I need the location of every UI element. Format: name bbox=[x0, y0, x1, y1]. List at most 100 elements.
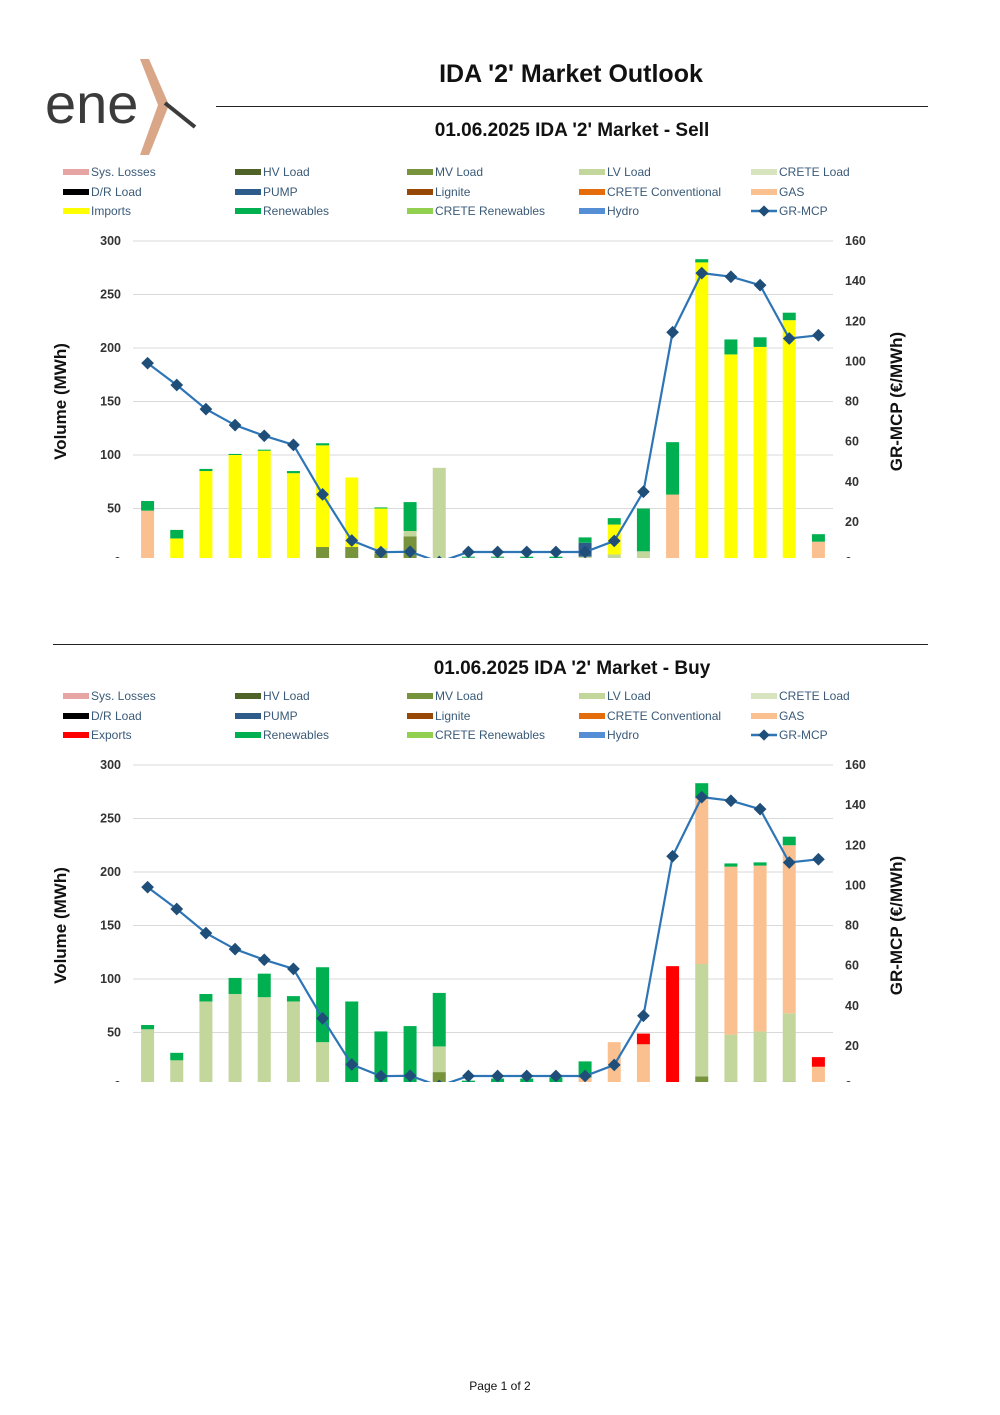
mcp-point bbox=[228, 418, 242, 432]
bar-segment bbox=[695, 259, 709, 263]
mcp-point bbox=[374, 1069, 388, 1082]
mcp-point bbox=[607, 1058, 621, 1072]
sell-chart-title: 01.06.2025 IDA '2' Market - Sell bbox=[434, 120, 710, 141]
legend-swatch bbox=[579, 189, 605, 195]
mcp-point bbox=[462, 1069, 475, 1082]
bar-segment bbox=[345, 477, 359, 548]
y2-tick-label: 120 bbox=[845, 314, 866, 328]
legend-swatch bbox=[235, 693, 261, 699]
y2-tick-label: 40 bbox=[845, 999, 859, 1013]
legend-swatch bbox=[235, 732, 261, 738]
mcp-point bbox=[637, 485, 650, 499]
legend-item: CRETE Load bbox=[751, 165, 850, 179]
bar-segment bbox=[636, 1044, 650, 1082]
legend-label: Lignite bbox=[435, 709, 471, 723]
bar-segment bbox=[199, 468, 213, 472]
bar-segment bbox=[695, 798, 709, 965]
y2-tick-label: 80 bbox=[845, 919, 859, 933]
bar-segment bbox=[811, 1057, 825, 1067]
bar-segment bbox=[695, 262, 709, 558]
bar-segment bbox=[753, 865, 767, 1032]
mcp-point bbox=[287, 438, 300, 452]
bar-segment bbox=[724, 863, 738, 867]
bar-segment bbox=[316, 547, 330, 558]
bar-segment bbox=[257, 997, 271, 1082]
bar-segment bbox=[782, 320, 796, 558]
bar-segment bbox=[141, 510, 155, 558]
bar-segment bbox=[286, 1001, 300, 1082]
legend-swatch bbox=[407, 713, 433, 719]
chart-divider bbox=[53, 644, 928, 645]
mcp-point bbox=[141, 880, 154, 894]
bar-segment bbox=[170, 529, 184, 539]
bar-segment bbox=[403, 530, 417, 537]
legend-item: D/R Load bbox=[63, 709, 142, 723]
bar-segment bbox=[141, 1025, 155, 1030]
bar-segment bbox=[636, 551, 650, 558]
mcp-line bbox=[146, 271, 819, 558]
bar-segment bbox=[374, 508, 388, 549]
bar-segment bbox=[607, 554, 621, 558]
mcp-point bbox=[666, 849, 679, 863]
legend-label: D/R Load bbox=[91, 709, 142, 723]
legend-label: Exports bbox=[91, 728, 132, 742]
legend-item: Lignite bbox=[407, 709, 471, 723]
bar-segment bbox=[636, 1033, 650, 1045]
y-tick-label: 250 bbox=[100, 288, 121, 302]
y2-tick-label: 40 bbox=[845, 475, 859, 489]
bar-segment bbox=[811, 534, 825, 542]
legend-swatch bbox=[751, 169, 777, 175]
bar-segment bbox=[316, 1042, 330, 1082]
y2-tick-label: 100 bbox=[845, 354, 866, 368]
mcp-point bbox=[812, 328, 825, 342]
logo-chevron-icon bbox=[140, 59, 169, 155]
legend-swatch bbox=[407, 189, 433, 195]
page-title: IDA '2' Market Outlook bbox=[439, 60, 703, 88]
legend-swatch bbox=[579, 732, 605, 738]
legend-item: Renewables bbox=[235, 728, 329, 742]
legend-label: Renewables bbox=[263, 728, 329, 742]
mcp-point bbox=[257, 429, 271, 443]
y2-tick-label: 100 bbox=[845, 878, 866, 892]
legend-label: CRETE Conventional bbox=[607, 709, 721, 723]
page-footer: Page 1 of 2 bbox=[469, 1379, 531, 1393]
y-tick-label: 150 bbox=[100, 395, 121, 409]
bar-segment bbox=[257, 973, 271, 998]
legend-item: MV Load bbox=[407, 165, 483, 179]
legend-item: LV Load bbox=[579, 689, 651, 703]
legend-item: MV Load bbox=[407, 689, 483, 703]
mcp-point bbox=[257, 953, 271, 967]
legend-swatch bbox=[751, 693, 777, 699]
legend-label: LV Load bbox=[607, 165, 651, 179]
bar-segment bbox=[286, 471, 300, 474]
legend-swatch bbox=[63, 189, 89, 195]
mcp-line bbox=[146, 795, 819, 1082]
legend-item: Renewables bbox=[235, 204, 329, 218]
bar-segment bbox=[753, 346, 767, 558]
y-tick-label: 0 bbox=[114, 1079, 121, 1082]
bar-segment bbox=[170, 1060, 184, 1082]
mcp-point bbox=[345, 534, 359, 547]
bar-segment bbox=[782, 312, 796, 321]
bar-segment bbox=[724, 339, 738, 355]
legend-swatch bbox=[235, 189, 261, 195]
logo-x-stroke2-icon bbox=[165, 83, 195, 107]
legend-label: GAS bbox=[779, 185, 804, 199]
bar-segment bbox=[811, 541, 825, 558]
bar-segment bbox=[432, 1072, 446, 1082]
legend-swatch bbox=[235, 713, 261, 719]
mcp-point bbox=[812, 852, 825, 866]
y-tick-label: 200 bbox=[100, 341, 121, 355]
bar-segment bbox=[199, 471, 213, 558]
legend-item: Exports bbox=[63, 728, 132, 742]
bar-segment bbox=[607, 518, 621, 525]
bar-segment bbox=[432, 1046, 446, 1073]
bar-segment bbox=[286, 996, 300, 1002]
y-axis-title: Volume (MWh) bbox=[51, 867, 70, 984]
y-tick-label: 50 bbox=[107, 1026, 121, 1040]
bar-segment bbox=[228, 453, 242, 455]
mcp-point bbox=[753, 278, 767, 292]
legend-item: GR-MCP bbox=[751, 728, 828, 742]
buy-chart-title: 01.06.2025 IDA '2' Market - Buy bbox=[433, 658, 711, 679]
mcp-point bbox=[170, 902, 184, 916]
